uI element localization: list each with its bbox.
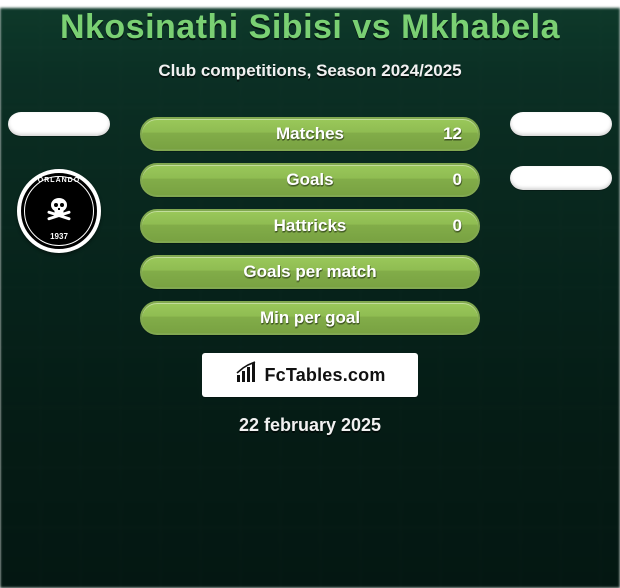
club-badge-left: ORLANDO bbox=[17, 169, 101, 253]
stat-label: Hattricks bbox=[274, 216, 347, 236]
skull-crossbones-icon bbox=[41, 192, 77, 228]
chart-icon bbox=[234, 361, 258, 390]
brand-label: FcTables.com bbox=[264, 365, 385, 386]
player-name-pill-right-1 bbox=[510, 112, 612, 136]
left-player-column: ORLANDO bbox=[4, 111, 114, 253]
stat-label: Matches bbox=[276, 124, 344, 144]
badge-year: 1937 bbox=[21, 232, 97, 241]
stat-row: Min per goal bbox=[140, 301, 480, 335]
stat-label: Goals bbox=[286, 170, 333, 190]
subtitle: Club competitions, Season 2024/2025 bbox=[0, 61, 620, 81]
stat-row: Hattricks 0 bbox=[140, 209, 480, 243]
stat-row: Goals per match bbox=[140, 255, 480, 289]
player-name-pill-right-2 bbox=[510, 166, 612, 190]
stat-bars: Matches 12 Goals 0 Hattricks 0 Goals per… bbox=[140, 117, 480, 335]
brand-badge: FcTables.com bbox=[202, 353, 418, 397]
right-player-column bbox=[506, 111, 616, 191]
player-name-pill-left bbox=[8, 112, 110, 136]
stat-value: 0 bbox=[453, 216, 462, 236]
stat-value: 12 bbox=[443, 124, 462, 144]
page-title: Nkosinathi Sibisi vs Mkhabela bbox=[0, 8, 620, 47]
stat-row: Goals 0 bbox=[140, 163, 480, 197]
stat-value: 0 bbox=[453, 170, 462, 190]
stat-row: Matches 12 bbox=[140, 117, 480, 151]
stat-label: Goals per match bbox=[243, 262, 376, 282]
stat-label: Min per goal bbox=[260, 308, 360, 328]
date-text: 22 february 2025 bbox=[0, 415, 620, 436]
badge-top-text: ORLANDO bbox=[21, 177, 97, 184]
comparison-area: ORLANDO bbox=[0, 117, 620, 335]
